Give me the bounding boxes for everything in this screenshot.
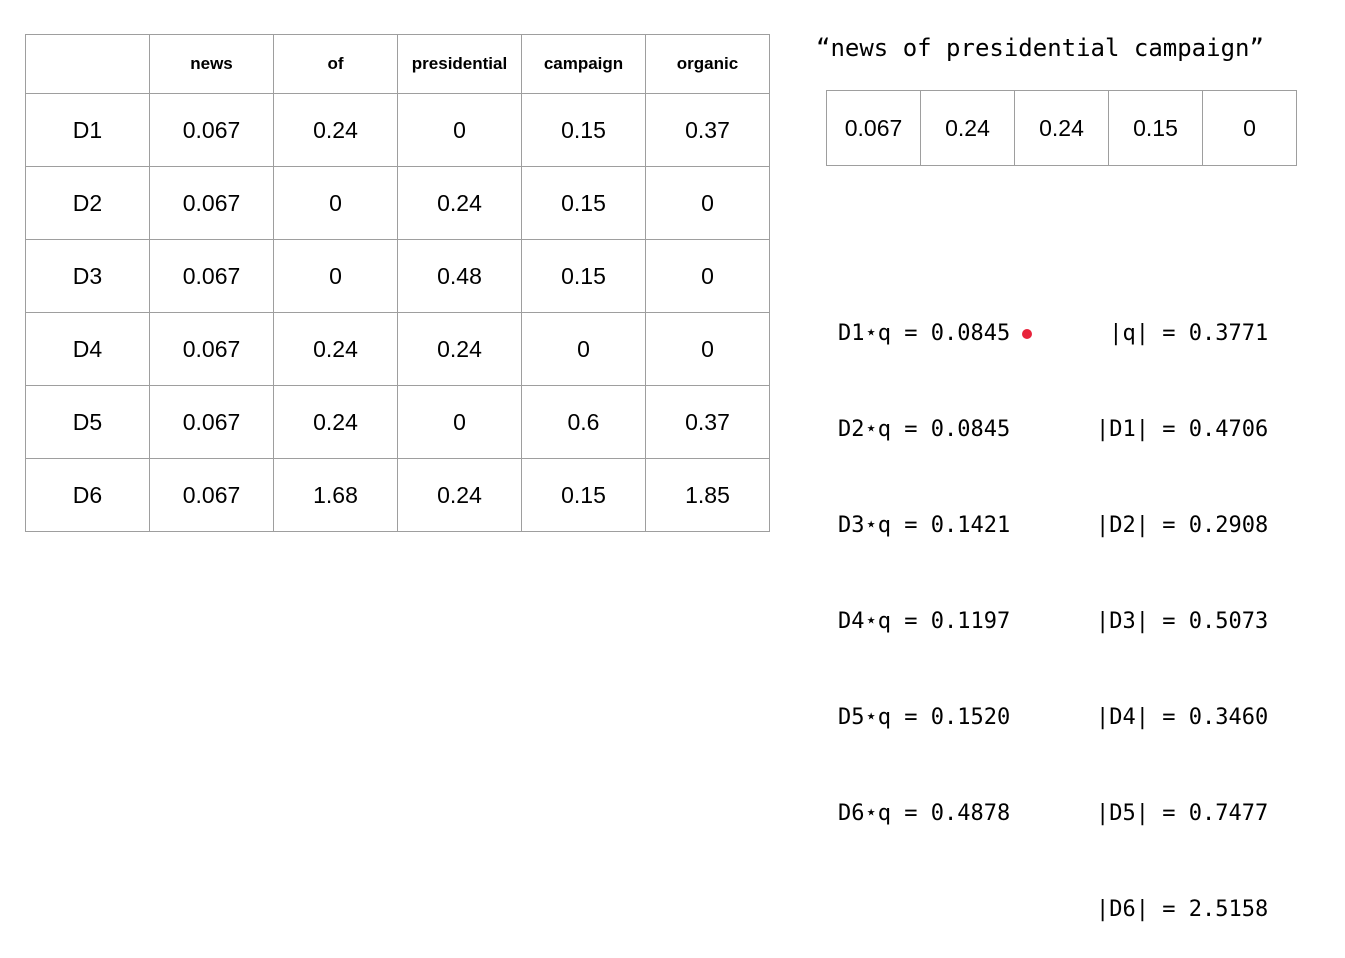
dot-product-line: D4⋆q = 0.1197 xyxy=(838,609,1011,634)
table-cell: 0.24 xyxy=(273,93,398,167)
table-row: D5 0.067 0.24 0 0.6 0.37 xyxy=(25,385,770,459)
table-cell: 0 xyxy=(645,239,770,313)
table-cell: 0 xyxy=(645,312,770,386)
table-row: D2 0.067 0 0.24 0.15 0 xyxy=(25,166,770,240)
table-cell: 0.067 xyxy=(149,166,274,240)
row-label: D6 xyxy=(25,458,150,532)
query-vector-cell: 0.15 xyxy=(1108,90,1203,166)
norm-line: |D5| = 0.7477 xyxy=(1096,801,1269,826)
query-vector-cell: 0.067 xyxy=(826,90,921,166)
query-vector-cell: 0.24 xyxy=(1014,90,1109,166)
table-cell: 0.067 xyxy=(149,93,274,167)
table-cell: 0.37 xyxy=(645,93,770,167)
row-label: D4 xyxy=(25,312,150,386)
query-vector-cell: 0 xyxy=(1202,90,1297,166)
query-vector-table: 0.067 0.24 0.24 0.15 0 xyxy=(826,90,1297,166)
dot-product-line: D2⋆q = 0.0845 xyxy=(838,417,1011,442)
table-row: D1 0.067 0.24 0 0.15 0.37 xyxy=(25,93,770,167)
header-organic: organic xyxy=(645,34,770,94)
norm-line: |D4| = 0.3460 xyxy=(1096,705,1269,730)
row-label: D5 xyxy=(25,385,150,459)
norm-line: |D2| = 0.2908 xyxy=(1096,513,1269,538)
table-cell: 0.24 xyxy=(273,385,398,459)
table-cell: 0.067 xyxy=(149,385,274,459)
row-label: D3 xyxy=(25,239,150,313)
table-cell: 0.48 xyxy=(397,239,522,313)
dot-products: D1⋆q = 0.0845 D2⋆q = 0.0845 D3⋆q = 0.142… xyxy=(838,254,1010,862)
table-row: D3 0.067 0 0.48 0.15 0 xyxy=(25,239,770,313)
table-cell: 0.15 xyxy=(521,93,646,167)
table-cell: 0 xyxy=(397,93,522,167)
dot-product-line: D5⋆q = 0.1520 xyxy=(838,705,1011,730)
norm-line: |q| = 0.3771 xyxy=(1096,321,1269,346)
header-presidential: presidential xyxy=(397,34,522,94)
norm-line: |D6| = 2.5158 xyxy=(1096,897,1269,922)
header-news: news xyxy=(149,34,274,94)
dot-product-line: D3⋆q = 0.1421 xyxy=(838,513,1011,538)
header-campaign: campaign xyxy=(521,34,646,94)
query-vector-row: 0.067 0.24 0.24 0.15 0 xyxy=(826,90,1297,166)
table-cell: 0.24 xyxy=(397,166,522,240)
table-row: D4 0.067 0.24 0.24 0 0 xyxy=(25,312,770,386)
table-cell: 0.24 xyxy=(273,312,398,386)
table-cell: 0.37 xyxy=(645,385,770,459)
table-cell: 0.24 xyxy=(397,312,522,386)
table-cell: 0.15 xyxy=(521,166,646,240)
table-cell: 0.24 xyxy=(397,458,522,532)
table-cell: 0 xyxy=(273,239,398,313)
tfidf-table: news of presidential campaign organic D1… xyxy=(25,34,770,532)
dot-product-line: D1⋆q = 0.0845 xyxy=(838,321,1011,346)
table-cell: 0 xyxy=(521,312,646,386)
table-header-row: news of presidential campaign organic xyxy=(25,34,770,94)
table-cell: 0.067 xyxy=(149,312,274,386)
query-vector-cell: 0.24 xyxy=(920,90,1015,166)
table-cell: 0.067 xyxy=(149,239,274,313)
table-cell: 1.85 xyxy=(645,458,770,532)
table-cell: 0.15 xyxy=(521,458,646,532)
row-label: D1 xyxy=(25,93,150,167)
table-cell: 0 xyxy=(645,166,770,240)
table-cell: 0.15 xyxy=(521,239,646,313)
table-row: D6 0.067 1.68 0.24 0.15 1.85 xyxy=(25,458,770,532)
table-cell: 0.067 xyxy=(149,458,274,532)
table-cell: 0 xyxy=(397,385,522,459)
table-cell: 0 xyxy=(273,166,398,240)
vector-norms: |q| = 0.3771 |D1| = 0.4706 |D2| = 0.2908… xyxy=(1096,254,1268,958)
header-of: of xyxy=(273,34,398,94)
query-text: “news of presidential campaign” xyxy=(816,34,1264,62)
norm-line: |D3| = 0.5073 xyxy=(1096,609,1269,634)
laser-pointer-dot xyxy=(1022,329,1032,339)
dot-product-line: D6⋆q = 0.4878 xyxy=(838,801,1011,826)
table-cell: 0.6 xyxy=(521,385,646,459)
row-label: D2 xyxy=(25,166,150,240)
norm-line: |D1| = 0.4706 xyxy=(1096,417,1269,442)
header-corner xyxy=(25,34,150,94)
table-cell: 1.68 xyxy=(273,458,398,532)
